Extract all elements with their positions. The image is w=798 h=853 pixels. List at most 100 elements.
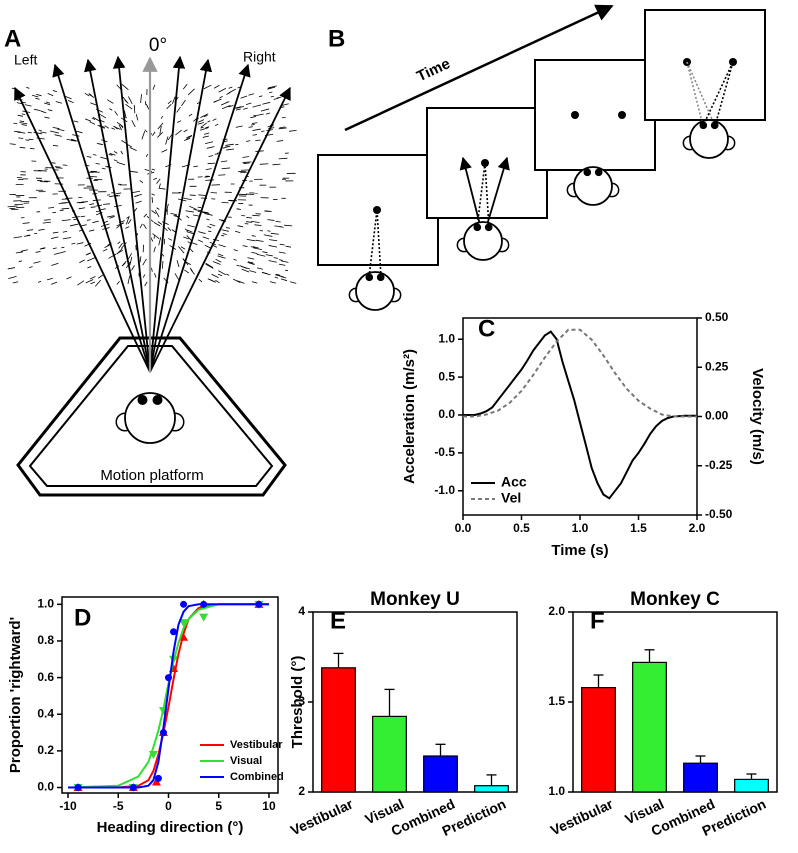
x-tick-label: 10 bbox=[262, 799, 276, 813]
flow-dash bbox=[176, 106, 181, 113]
flow-dash bbox=[205, 126, 210, 129]
y2-axis-title: Velocity (m/s) bbox=[749, 368, 766, 465]
flow-dash bbox=[66, 138, 75, 142]
flow-dash bbox=[184, 137, 191, 141]
flow-dash bbox=[218, 88, 227, 93]
panel-label: E bbox=[330, 607, 346, 634]
y-axis-title: Threshold (°) bbox=[289, 656, 306, 749]
flow-dash bbox=[249, 270, 257, 273]
flow-dash bbox=[161, 260, 164, 269]
flow-dash bbox=[186, 215, 190, 219]
flow-dash bbox=[280, 278, 288, 282]
flow-dash bbox=[57, 128, 65, 132]
flow-dash bbox=[251, 251, 258, 254]
flow-dash bbox=[72, 134, 80, 137]
flow-dash bbox=[250, 123, 255, 126]
heading-arrow bbox=[149, 86, 291, 373]
flow-dash bbox=[104, 244, 111, 248]
flow-dash bbox=[191, 242, 198, 246]
flow-dash bbox=[15, 206, 25, 209]
flow-dash bbox=[47, 109, 53, 112]
flow-dash bbox=[247, 262, 255, 265]
eye bbox=[699, 121, 708, 130]
y-tick-label: 1.5 bbox=[548, 694, 565, 708]
flow-dash bbox=[145, 153, 149, 157]
flow-dash bbox=[95, 163, 100, 165]
flow-dash bbox=[109, 194, 119, 198]
flow-dash bbox=[168, 238, 173, 241]
flow-dash bbox=[67, 100, 74, 103]
flow-dash bbox=[26, 87, 30, 89]
point bbox=[180, 600, 188, 608]
flow-dash bbox=[252, 128, 261, 131]
flow-dash bbox=[34, 108, 41, 111]
flow-dash bbox=[218, 270, 226, 276]
flow-dash bbox=[142, 274, 146, 278]
flow-dash bbox=[212, 261, 221, 265]
flow-dash bbox=[228, 88, 236, 94]
flow-dash bbox=[127, 144, 133, 148]
flow-dash bbox=[183, 129, 188, 133]
flow-dash bbox=[131, 190, 140, 194]
flow-dash bbox=[103, 203, 111, 205]
flow-dash bbox=[76, 201, 86, 204]
flow-dash bbox=[52, 90, 58, 93]
flow-dash bbox=[281, 260, 289, 263]
flow-dash bbox=[269, 281, 276, 284]
flow-dash bbox=[144, 129, 148, 133]
y-tick-label: 2.0 bbox=[548, 604, 565, 618]
flow-dash bbox=[52, 231, 59, 234]
flow-dash bbox=[106, 99, 114, 104]
flow-dash bbox=[184, 228, 189, 232]
flow-dash bbox=[52, 145, 59, 147]
flow-dash bbox=[198, 278, 203, 283]
x-tick-label: 5 bbox=[215, 799, 222, 813]
gaze-line bbox=[686, 61, 704, 127]
flow-dash bbox=[245, 140, 251, 142]
flow-dash bbox=[167, 100, 172, 105]
flow-dash bbox=[15, 251, 23, 254]
flow-dash bbox=[240, 171, 247, 174]
y-tick-label: 3 bbox=[298, 694, 305, 708]
flow-dash bbox=[61, 207, 70, 210]
flow-dash bbox=[52, 127, 60, 130]
y-tick-label: -1.0 bbox=[434, 483, 455, 497]
flow-dash bbox=[17, 114, 24, 117]
flow-dash bbox=[113, 150, 118, 154]
flow-dash bbox=[22, 101, 26, 104]
heading-arrow bbox=[52, 63, 151, 373]
flow-dash bbox=[102, 248, 108, 252]
flow-dash bbox=[236, 264, 240, 267]
flow-dash bbox=[255, 239, 264, 242]
flow-dash bbox=[107, 215, 115, 218]
flow-dash bbox=[220, 234, 225, 237]
flow-dash bbox=[161, 149, 168, 153]
flow-dash bbox=[70, 138, 78, 142]
flow-dash bbox=[142, 258, 147, 266]
target bbox=[618, 111, 626, 119]
flow-dash bbox=[89, 276, 96, 280]
flow-dash bbox=[274, 225, 282, 228]
flow-dash bbox=[151, 267, 153, 272]
flow-dash bbox=[114, 126, 118, 130]
fit-curve bbox=[68, 603, 269, 789]
flow-dash bbox=[259, 229, 263, 232]
flow-dash bbox=[19, 146, 26, 149]
flow-dash bbox=[207, 225, 212, 229]
flow-dash bbox=[159, 187, 166, 190]
heading-arrow bbox=[149, 58, 213, 373]
y-tick-label: 1.0 bbox=[37, 596, 54, 610]
legend-label: Visual bbox=[230, 755, 262, 767]
y-tick-label: -0.5 bbox=[434, 445, 455, 459]
flow-dash bbox=[192, 214, 200, 217]
flow-dash bbox=[98, 143, 104, 146]
flow-dash bbox=[207, 120, 211, 123]
eye bbox=[473, 223, 482, 232]
x-tick-label: -10 bbox=[59, 799, 77, 813]
flow-dash bbox=[7, 205, 16, 208]
flow-dash bbox=[193, 118, 197, 122]
flow-dash bbox=[151, 168, 156, 171]
flow-dash bbox=[207, 278, 217, 283]
flow-dash bbox=[235, 125, 243, 128]
flow-dash bbox=[182, 83, 188, 90]
